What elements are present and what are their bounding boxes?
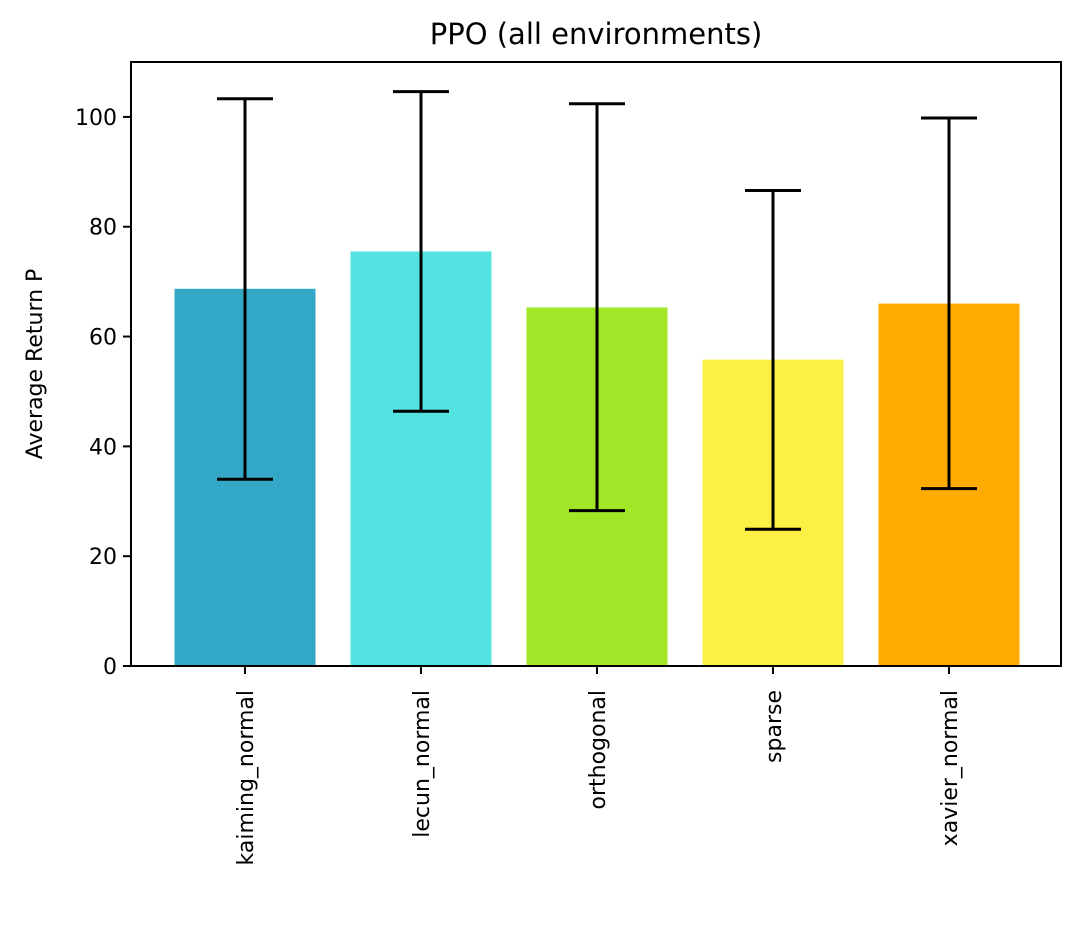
y-tick-label-20: 20 [89,545,117,570]
x-tick-label-orthogonal: orthogonal [586,690,611,810]
y-tick-label-0: 0 [103,655,117,680]
error-bars-group [217,90,977,531]
y-axis: 0 20 40 60 80 100 [75,106,131,680]
x-tick-label-lecun_normal: lecun_normal [410,690,435,838]
x-axis: kaiming_normal lecun_normal orthogonal spar… [234,666,963,865]
y-tick-label-60: 60 [89,326,117,351]
x-tick-label-kaiming_normal: kaiming_normal [234,690,259,865]
y-tick-label-40: 40 [89,435,117,460]
chart-title: PPO (all environments) [430,17,763,51]
y-tick-label-100: 100 [75,106,117,131]
x-tick-label-sparse: sparse [762,690,787,763]
x-tick-label-xavier_normal: xavier_normal [938,690,963,846]
y-tick-label-80: 80 [89,216,117,241]
y-axis-label: Average Return P [23,269,48,460]
